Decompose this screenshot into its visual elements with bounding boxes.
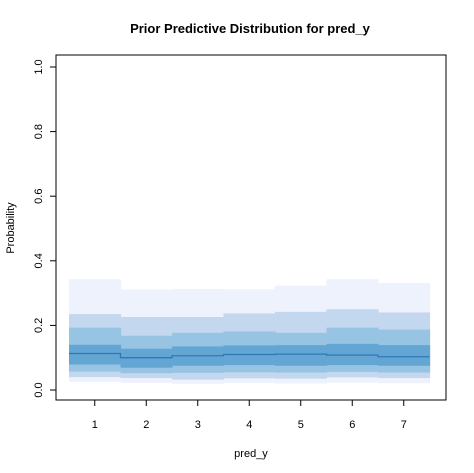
x-tick-label-7: 7 (401, 419, 407, 431)
y-axis-label: Probability (5, 202, 17, 254)
y-tick-label-0.0: 0.0 (33, 382, 45, 397)
median-line (69, 352, 430, 359)
band-4-segment-5 (275, 345, 328, 366)
band-4-segment-7 (378, 345, 431, 366)
y-tick-label-0.6: 0.6 (33, 189, 45, 204)
median-layer (69, 352, 430, 359)
chart-title: Prior Predictive Distribution for pred_y (130, 21, 371, 36)
x-tick-label-6: 6 (349, 419, 355, 431)
x-axis-label: pred_y (234, 448, 268, 460)
x-tick-label-1: 1 (92, 419, 98, 431)
y-tick-label-0.4: 0.4 (33, 253, 45, 268)
band-4-segment-1 (69, 344, 122, 365)
bands-layer (69, 279, 431, 384)
x-tick-label-4: 4 (246, 419, 252, 431)
x-tick-label-3: 3 (195, 419, 201, 431)
x-axis: 1 2 3 4 5 6 7 (92, 400, 407, 431)
band-4-segment-4 (223, 345, 276, 366)
y-tick-label-0.8: 0.8 (33, 124, 45, 139)
y-tick-label-0.2: 0.2 (33, 318, 45, 333)
plot-frame (55, 54, 447, 401)
y-tick-label-1.0: 1.0 (33, 59, 45, 74)
x-tick-label-2: 2 (143, 419, 149, 431)
y-axis: 0.0 0.2 0.4 0.6 0.8 1.0 (33, 59, 56, 398)
x-tick-label-5: 5 (298, 419, 304, 431)
